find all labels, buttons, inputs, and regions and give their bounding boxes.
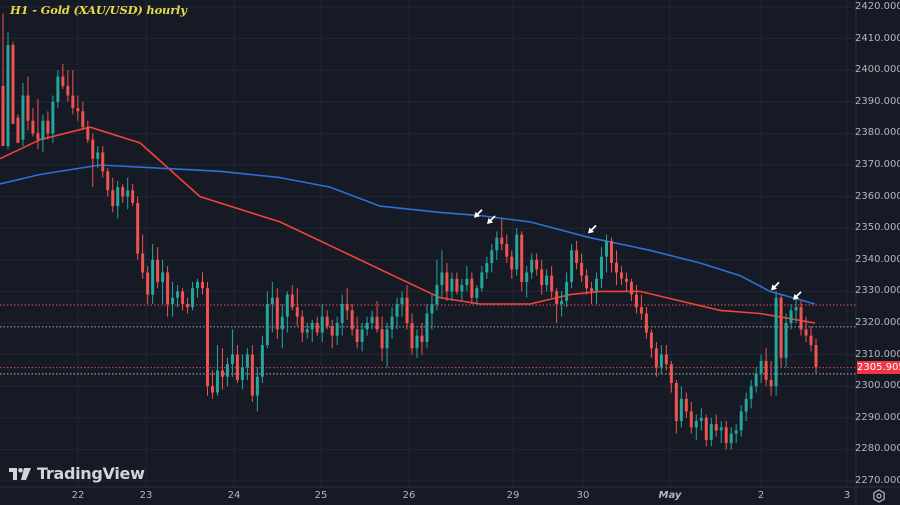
price-tick-label: 2310.000 [855,348,900,360]
current-price-label: 2305.905 [857,361,900,375]
tradingview-logo: TradingView [9,464,145,483]
arrow-annotation-icon[interactable] [771,281,780,291]
candles [1,13,818,450]
arrow-annotation-icon[interactable] [474,209,483,218]
price-tick-label: 2380.000 [855,127,900,139]
red-moving-average-line [0,126,816,324]
arrow-annotation-icon[interactable] [793,291,802,300]
tradingview-logo-icon [9,467,31,480]
blue-moving-average-line [0,164,816,305]
time-tick-label: 25 [314,490,328,501]
price-tick-label: 2280.000 [855,443,900,455]
time-tick-label: 2 [757,490,765,501]
price-tick-label: 2390.000 [855,95,900,107]
arrow-annotation-icon[interactable] [588,224,597,234]
time-tick-label: 30 [576,490,590,501]
time-tick-label: 22 [71,490,85,501]
price-tick-label: 2270.000 [855,475,900,486]
price-tick-label: 2420.000 [855,1,900,12]
price-tick-label: 2290.000 [855,411,900,423]
time-tick-label: 24 [227,490,241,501]
price-tick-label: 2350.000 [855,222,900,234]
grid-lines [0,0,856,487]
time-tick-label: 26 [402,490,416,501]
price-tick-label: 2410.000 [855,32,900,44]
price-tick-label: 2370.000 [855,159,900,170]
time-tick-label: May [658,490,682,501]
price-tick-label: 2320.000 [855,317,900,328]
price-tick-label: 2400.000 [855,64,900,76]
price-tick-label: 2340.000 [855,253,900,265]
time-tick-label: 3 [843,490,851,501]
time-tick-label: 23 [139,490,153,501]
price-tick-label: 2330.000 [855,285,900,297]
price-tick-label: 2360.000 [855,190,900,202]
logo-text: TradingView [37,464,145,483]
arrow-annotation-icon[interactable] [487,215,496,225]
chart-title: H1 - Gold (XAU/USD) hourly [10,3,187,17]
price-tick-label: 2300.000 [855,380,900,392]
settings-gear-icon[interactable] [872,489,886,503]
time-tick-label: 29 [506,490,520,501]
